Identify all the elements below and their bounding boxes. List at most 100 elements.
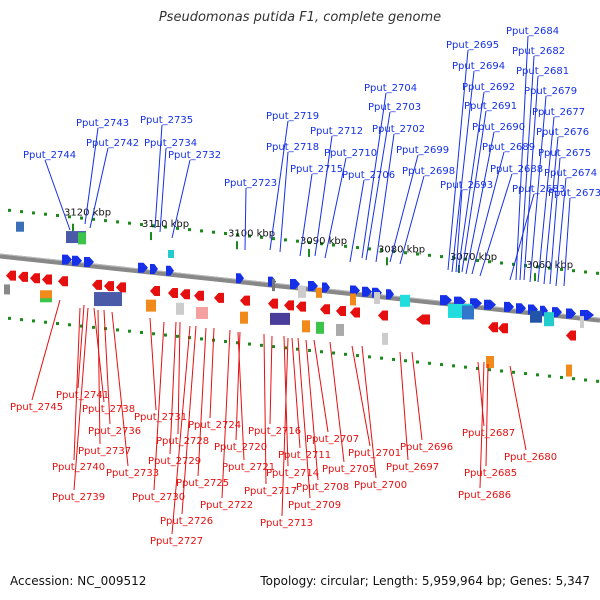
- outer-track-dot: [416, 252, 419, 256]
- forward-gene-arrow: [72, 255, 82, 266]
- label-leader-line: [177, 321, 181, 435]
- forward-gene-label: Pput_2706: [342, 170, 395, 181]
- label-leader-line: [519, 55, 535, 281]
- inner-track-dot: [224, 339, 227, 343]
- gene-annotation-block: [176, 302, 184, 315]
- inner-track-dot: [488, 368, 491, 372]
- scale-tick-label: 3060 kbp: [526, 260, 573, 271]
- outer-track-dot: [104, 219, 107, 223]
- label-leader-line: [313, 339, 329, 433]
- outer-track-dot: [116, 220, 119, 224]
- reverse-gene-label: Pput_2711: [278, 450, 331, 461]
- forward-gene-label: Pput_2688: [490, 164, 543, 175]
- reverse-gene-label: Pput_2731: [134, 412, 187, 423]
- forward-gene-label: Pput_2734: [144, 138, 197, 149]
- reverse-gene-arrow: [150, 286, 160, 297]
- forward-gene-arrow: [566, 308, 576, 319]
- label-leader-line: [291, 337, 301, 449]
- reverse-gene-label: Pput_2714: [266, 468, 319, 479]
- reverse-gene-label: Pput_2701: [348, 448, 401, 459]
- forward-gene-label: Pput_2695: [446, 40, 499, 51]
- inner-track-dot: [116, 328, 119, 332]
- inner-track-dot: [200, 337, 203, 341]
- label-leader-line: [461, 110, 487, 273]
- reverse-gene-label: Pput_2722: [200, 500, 253, 511]
- reverse-gene-arrow: [498, 323, 508, 334]
- reverse-gene-label: Pput_2720: [214, 442, 267, 453]
- reverse-gene-label: Pput_2739: [52, 492, 105, 503]
- scale-tick-label: 3070 kbp: [450, 252, 497, 263]
- outer-track-dot: [152, 224, 155, 228]
- label-leader-line: [159, 147, 167, 233]
- forward-gene-arrow: [84, 256, 94, 267]
- outer-track-dot: [320, 242, 323, 246]
- forward-gene-label: Pput_2743: [76, 118, 129, 129]
- label-leader-line: [543, 136, 559, 285]
- inner-track-dot: [308, 348, 311, 352]
- reverse-gene-label: Pput_2707: [306, 434, 359, 445]
- inner-track-dot: [164, 333, 167, 337]
- label-leader-line: [457, 91, 485, 273]
- gene-annotation-block: [270, 312, 290, 325]
- gene-annotation-block: [94, 292, 122, 307]
- forward-gene-arrow: [150, 264, 158, 275]
- scale-tick-mark: [72, 223, 74, 232]
- reverse-gene-label: Pput_2724: [188, 420, 241, 431]
- forward-gene-arrow: [138, 262, 148, 273]
- outer-track-dot: [524, 264, 527, 268]
- scale-tick-label: 3100 kbp: [228, 228, 275, 239]
- gene-annotation-block: [40, 298, 52, 303]
- label-leader-line: [455, 189, 463, 273]
- label-leader-line: [153, 321, 165, 491]
- label-leader-line: [181, 325, 197, 515]
- inner-track-dot: [80, 324, 83, 328]
- reverse-gene-arrow: [214, 292, 224, 303]
- reverse-gene-label: Pput_2727: [150, 536, 203, 547]
- gene-annotation-block: [146, 299, 156, 312]
- reverse-gene-label: Pput_2738: [82, 404, 135, 415]
- label-leader-line: [244, 187, 247, 251]
- scale-tick-label: 3110 kbp: [142, 219, 189, 230]
- forward-gene-label: Pput_2692: [462, 82, 515, 93]
- label-leader-line: [149, 317, 157, 411]
- label-leader-line: [31, 299, 61, 401]
- inner-track-dot: [368, 355, 371, 359]
- reverse-gene-arrow: [296, 301, 306, 312]
- map-title: Pseudomonas putida F1, complete genome: [158, 10, 442, 25]
- outer-track-dot: [332, 243, 335, 247]
- outer-track-dot: [20, 210, 23, 214]
- reverse-gene-label: Pput_2736: [88, 426, 141, 437]
- reverse-gene-label: Pput_2709: [288, 500, 341, 511]
- inner-track-dot: [524, 372, 527, 376]
- gene-annotation-block: [486, 356, 494, 369]
- reverse-gene-arrow: [416, 314, 430, 325]
- forward-gene-label: Pput_2723: [224, 178, 277, 189]
- gene-annotation-block: [580, 316, 584, 329]
- inner-track-dot: [260, 343, 263, 347]
- inner-track-dot: [464, 365, 467, 369]
- forward-gene-label: Pput_2715: [290, 164, 343, 175]
- inner-track-dot: [536, 373, 539, 377]
- outer-track-dot: [512, 262, 515, 266]
- label-leader-line: [549, 157, 561, 285]
- forward-gene-arrow: [62, 254, 72, 265]
- label-leader-line: [263, 333, 267, 485]
- reverse-gene-arrow: [30, 273, 40, 284]
- label-leader-line: [471, 151, 505, 275]
- reverse-gene-label: Pput_2725: [176, 478, 229, 489]
- reverse-gene-arrow: [350, 307, 360, 318]
- gene-annotation-block: [462, 305, 474, 320]
- label-leader-line: [209, 327, 215, 419]
- label-leader-line: [221, 329, 231, 499]
- forward-gene-label: Pput_2677: [532, 107, 585, 118]
- outer-track-dot: [284, 238, 287, 242]
- reverse-gene-label: Pput_2733: [106, 468, 159, 479]
- gene-annotation-block: [374, 292, 380, 305]
- outer-track-dot: [584, 270, 587, 274]
- outer-track-dot: [368, 247, 371, 251]
- inner-track-dot: [20, 318, 23, 322]
- outer-track-dot: [188, 228, 191, 232]
- label-leader-line: [375, 133, 395, 263]
- inner-track-dot: [152, 332, 155, 336]
